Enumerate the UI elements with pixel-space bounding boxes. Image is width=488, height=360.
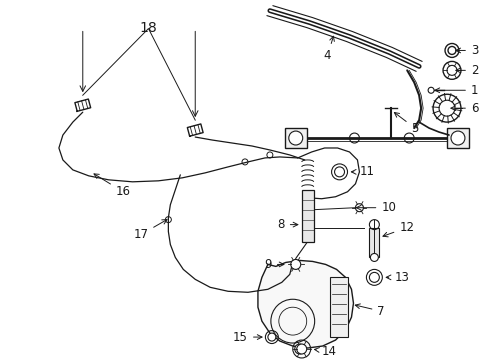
Circle shape (334, 167, 344, 177)
Circle shape (288, 131, 302, 145)
Bar (329, 277, 347, 337)
Circle shape (447, 46, 455, 54)
Circle shape (267, 333, 275, 341)
Polygon shape (257, 260, 353, 348)
Text: 18: 18 (139, 21, 157, 35)
Text: 6: 6 (450, 102, 477, 115)
Text: 12: 12 (382, 221, 413, 237)
Bar (284, 128, 306, 148)
Circle shape (438, 100, 454, 116)
Text: 11: 11 (351, 165, 374, 178)
Text: 14: 14 (314, 345, 336, 357)
Text: 7: 7 (354, 304, 384, 318)
Circle shape (355, 204, 363, 212)
Circle shape (369, 253, 378, 261)
Text: 16: 16 (94, 174, 130, 198)
Circle shape (290, 260, 300, 269)
Bar (301, 190, 313, 242)
Text: 8: 8 (277, 218, 297, 231)
Text: 17: 17 (133, 220, 167, 241)
Text: 4: 4 (323, 36, 334, 62)
Text: 3: 3 (455, 44, 477, 57)
Text: 10: 10 (356, 201, 395, 214)
Circle shape (294, 344, 304, 354)
Bar (446, 128, 468, 148)
Bar (368, 228, 379, 257)
Text: 9: 9 (264, 258, 284, 271)
Circle shape (427, 87, 433, 93)
Circle shape (296, 344, 306, 354)
Circle shape (446, 66, 456, 75)
Text: 2: 2 (455, 64, 477, 77)
Text: 15: 15 (233, 330, 262, 343)
Circle shape (450, 131, 464, 145)
Circle shape (368, 273, 379, 282)
Text: 13: 13 (386, 271, 408, 284)
Text: 1: 1 (434, 84, 477, 97)
Text: 5: 5 (393, 113, 418, 135)
